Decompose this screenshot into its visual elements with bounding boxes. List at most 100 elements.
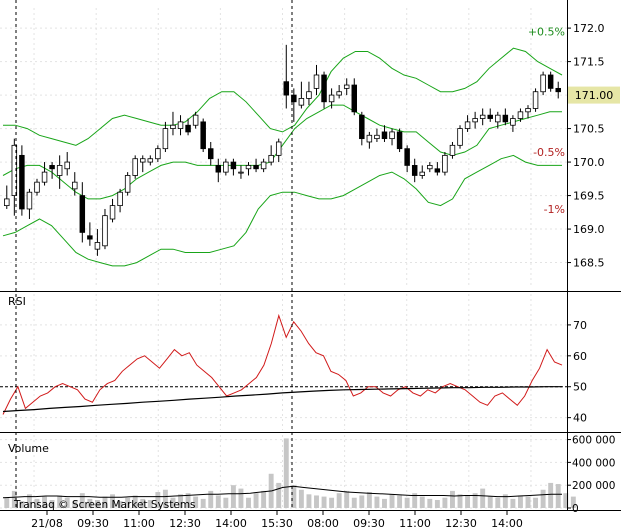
candle-up bbox=[155, 148, 161, 160]
candle-up bbox=[275, 141, 282, 156]
volume-bar bbox=[517, 495, 523, 508]
candle-up bbox=[260, 161, 267, 170]
volume-bar bbox=[570, 496, 576, 508]
price-axis-label: 170.5 bbox=[573, 123, 605, 136]
volume-bar bbox=[495, 497, 501, 508]
rsi-axis-label: 60 bbox=[573, 350, 587, 363]
candle-down bbox=[502, 114, 509, 123]
candle-up bbox=[517, 111, 524, 119]
candle-up bbox=[336, 91, 342, 96]
time-axis-label: 21/08 bbox=[31, 517, 63, 530]
candle-up bbox=[147, 158, 154, 163]
candle-up bbox=[457, 128, 463, 146]
candle-up bbox=[374, 134, 380, 140]
volume-bar bbox=[487, 496, 493, 508]
candle-down bbox=[230, 161, 237, 170]
volume-bar bbox=[208, 490, 214, 508]
volume-bar bbox=[321, 496, 327, 508]
candle-up bbox=[34, 181, 40, 193]
time-axis-label: 08:00 bbox=[307, 517, 339, 530]
time-axis-label: 11:00 bbox=[399, 517, 431, 530]
volume-bar bbox=[19, 501, 25, 508]
candle-down bbox=[215, 165, 222, 173]
candle-down bbox=[19, 154, 25, 210]
candle-up bbox=[56, 165, 63, 176]
volume-bar bbox=[329, 497, 335, 508]
candle-down bbox=[291, 94, 297, 103]
volume-bar bbox=[253, 493, 259, 508]
volume-panel-title: Volume bbox=[8, 442, 49, 455]
candles-layer bbox=[4, 44, 561, 256]
volume-bar bbox=[102, 496, 108, 508]
volume-bar bbox=[434, 500, 440, 508]
volume-bar bbox=[540, 489, 546, 508]
candle-down bbox=[404, 148, 410, 166]
volume-bar bbox=[366, 492, 372, 508]
volume-bar bbox=[87, 498, 93, 508]
volume-bar bbox=[374, 496, 380, 508]
volume-bar bbox=[525, 496, 531, 508]
volume-bar bbox=[57, 495, 63, 508]
candle-up bbox=[238, 171, 244, 174]
candle-down bbox=[434, 168, 441, 173]
volume-bar bbox=[336, 493, 342, 508]
watermark-text: Transaq © Screen Market Systems bbox=[13, 499, 196, 511]
candle-up bbox=[389, 131, 395, 140]
current-price-tag bbox=[568, 86, 620, 104]
bollinger-upper-line bbox=[3, 47, 563, 146]
candle-down bbox=[351, 84, 358, 113]
session-separators bbox=[15, 0, 293, 511]
volume-bar bbox=[223, 497, 229, 508]
candle-up bbox=[102, 215, 108, 247]
candle-up bbox=[41, 171, 48, 183]
volume-bar bbox=[298, 489, 304, 508]
candle-up bbox=[366, 134, 373, 143]
candle-up bbox=[510, 118, 516, 126]
candle-up bbox=[140, 158, 146, 163]
candle-up bbox=[442, 154, 448, 173]
candle-up bbox=[109, 205, 116, 220]
volume-bar bbox=[178, 494, 183, 508]
volume-bar bbox=[11, 490, 17, 508]
volume-bar bbox=[457, 494, 463, 508]
volume-bar bbox=[125, 497, 131, 508]
volume-bar bbox=[555, 484, 561, 508]
rsi-axis-label: 40 bbox=[573, 412, 587, 425]
volume-bar bbox=[404, 497, 410, 508]
volume-bar bbox=[238, 488, 244, 508]
candle-down bbox=[207, 148, 214, 160]
volume-bar bbox=[246, 497, 251, 508]
candle-down bbox=[321, 74, 327, 103]
volume-bar bbox=[412, 493, 418, 508]
volume-bar bbox=[563, 493, 569, 508]
bollinger-lower-line bbox=[2, 154, 562, 267]
candle-up bbox=[343, 84, 350, 89]
volume-bar bbox=[147, 500, 153, 508]
volume-bar bbox=[185, 493, 191, 508]
rsi-axis-label: 70 bbox=[573, 319, 587, 332]
price-axis-label: 169.0 bbox=[573, 223, 605, 236]
time-axis-label: 14:00 bbox=[215, 517, 247, 530]
volume-bar bbox=[261, 490, 267, 508]
candle-up bbox=[532, 91, 539, 109]
current-price-label: 171.00 bbox=[575, 89, 614, 102]
volume-bar bbox=[283, 438, 289, 508]
rsi-signal-line bbox=[2, 386, 562, 413]
volume-bar bbox=[306, 494, 312, 508]
bollinger-bands bbox=[2, 47, 563, 267]
time-axis-label: 09:30 bbox=[77, 517, 109, 530]
candle-down bbox=[411, 165, 418, 176]
candle-up bbox=[4, 198, 10, 207]
candle-up bbox=[177, 121, 184, 129]
volume-bar bbox=[351, 497, 357, 508]
price-annotation-label: -0.5% bbox=[533, 146, 565, 159]
volume-bar bbox=[140, 498, 146, 508]
volume-bar bbox=[291, 485, 297, 508]
time-axis-label: 15:30 bbox=[261, 517, 293, 530]
candle-down bbox=[87, 235, 93, 240]
volume-bar bbox=[117, 501, 123, 508]
volume-bar bbox=[442, 497, 448, 508]
volume-bar bbox=[533, 497, 539, 508]
